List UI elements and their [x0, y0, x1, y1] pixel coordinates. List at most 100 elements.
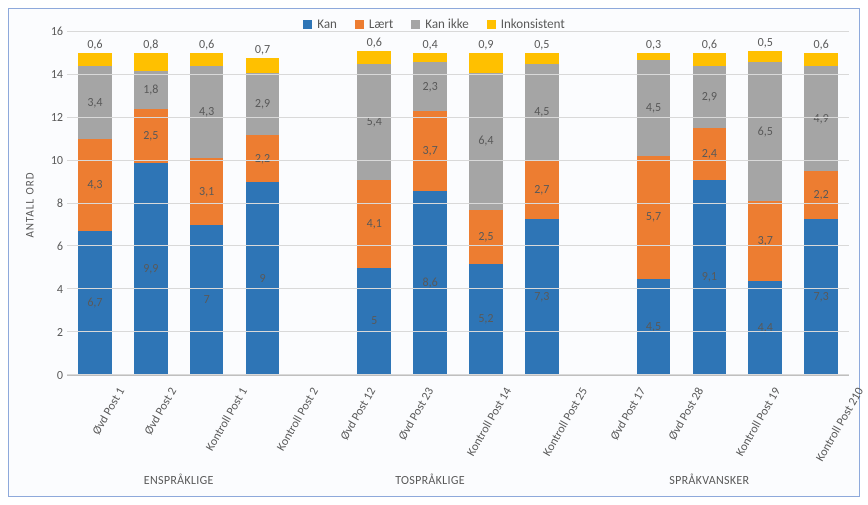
bar: 7,32,74,50,5	[525, 53, 559, 375]
bar-slot: 54,15,40,6	[346, 32, 402, 375]
segment-value-label: 9	[259, 272, 265, 286]
bar-segment: 0,5	[748, 51, 782, 62]
x-label-slot: Kontroll Post 19	[698, 376, 775, 472]
segment-value-label: 2,2	[255, 152, 270, 166]
bar-segment: 4,3	[190, 66, 224, 158]
segment-value-label: 9,1	[702, 270, 717, 284]
x-label-slot: Kontroll Post 1	[171, 376, 242, 472]
gridline	[67, 331, 849, 332]
x-label-slot: Kontroll Post 210	[775, 376, 858, 472]
bar-segment: 7,3	[804, 219, 838, 375]
y-tick: 2	[57, 326, 63, 340]
plot-row: ANTALL ORD 0246810121416 6,74,33,40,69,9…	[19, 32, 849, 376]
segment-value-label: 9,9	[143, 262, 158, 276]
y-tick: 12	[51, 111, 63, 125]
bar-segment: 0,3	[637, 53, 671, 59]
segment-value-label: 3,4	[87, 96, 102, 110]
segment-value-label: 4,9	[814, 112, 829, 126]
x-axis-labels: Øvd Post 1Øvd Post 2Kontroll Post 1Kontr…	[67, 376, 849, 472]
bar-slot	[570, 32, 626, 375]
x-label-slot: Øvd Post 23	[370, 376, 428, 472]
segment-value-label: 0,8	[143, 38, 158, 52]
bar-segment: 2,9	[693, 66, 727, 128]
bar-segment: 4,5	[637, 279, 671, 375]
segment-value-label: 2,5	[478, 230, 493, 244]
bar: 6,74,33,40,6	[78, 53, 112, 375]
bar-segment: 2,5	[469, 210, 503, 264]
bar-segment: 2,3	[413, 62, 447, 111]
legend-label: Kan	[317, 17, 337, 32]
group-label: SPRÅKVANSKER	[570, 474, 849, 488]
x-label-slot: Kontroll Post 25	[505, 376, 582, 472]
bar-segment: 0,6	[804, 53, 838, 66]
gridline	[67, 117, 849, 118]
bar-segment: 1,8	[134, 71, 168, 110]
segment-value-label: 0,5	[758, 36, 773, 50]
x-label-slot: Kontroll Post 2	[242, 376, 313, 472]
bar-segment: 0,7	[246, 58, 280, 73]
bar: 7,32,24,90,6	[804, 53, 838, 375]
bar-segment: 4,9	[804, 66, 838, 171]
segment-value-label: 4,5	[646, 101, 661, 115]
bar-slot: 5,2 2,5 6,4 0,9	[458, 32, 514, 375]
bar-segment: 5,2	[469, 264, 503, 375]
x-label-slot: Øvd Post 28	[640, 376, 698, 472]
segment-value-label: 5,2	[478, 312, 493, 326]
bar-segment: 7,3	[525, 219, 559, 375]
bar-slot	[290, 32, 346, 375]
segment-value-label: 0,3	[646, 38, 661, 52]
chart-container: KanLærtKan ikkeInkonsistent ANTALL ORD 0…	[0, 0, 868, 505]
bar-segment: 7	[190, 225, 224, 375]
y-tick: 4	[57, 283, 63, 297]
group-label: TOSPRÅKLIGE	[290, 474, 569, 488]
segment-value-label: 4,1	[367, 217, 382, 231]
bar: 9,1 2,42,90,6	[693, 53, 727, 375]
bar-segment: 6,5	[748, 62, 782, 201]
bar: 54,15,40,6	[357, 51, 391, 375]
bar-segment: 0,6	[190, 53, 224, 66]
y-axis-ticks: 0246810121416	[41, 32, 67, 376]
bar: 4,43,76,50,5	[748, 51, 782, 375]
bar-segment: 0,5	[525, 53, 559, 64]
bar: 9,92,51,80,8	[134, 53, 168, 375]
legend-item: Lært	[355, 17, 393, 32]
bar-slot: 8,63,72,30,4	[402, 32, 458, 375]
bar-slot: 4,43,76,50,5	[737, 32, 793, 375]
y-tick: 8	[57, 197, 63, 211]
segment-value-label: 4,4	[758, 321, 773, 335]
legend-label: Kan ikke	[425, 17, 468, 32]
segment-value-label: 0,6	[367, 36, 382, 50]
bar-segment: 6,7	[78, 231, 112, 375]
group-labels: ENSPRÅKLIGETOSPRÅKLIGESPRÅKVANSKER	[67, 474, 849, 488]
segment-value-label: 7,3	[534, 290, 549, 304]
bar-segment: 2,9	[246, 73, 280, 135]
x-label-slot: Øvd Post 12	[312, 376, 370, 472]
bar-segment: 0,6	[693, 53, 727, 66]
legend-swatch	[411, 20, 420, 29]
segment-value-label: 6,4	[478, 134, 493, 148]
bar-segment: 0,6	[357, 51, 391, 64]
segment-value-label: 0,7	[255, 43, 270, 57]
legend-item: Kan	[303, 17, 337, 32]
gridline	[67, 31, 849, 32]
gridline	[67, 203, 849, 204]
x-label-slot: Øvd Post 17	[582, 376, 640, 472]
bar: 7 3,1 4,30,6	[190, 53, 224, 375]
bar-segment: 9,1	[693, 180, 727, 375]
legend-label: Lært	[369, 17, 393, 32]
bar-segment: 0,4	[413, 53, 447, 62]
gridline	[67, 374, 849, 375]
x-label-slot: Øvd Post 2	[119, 376, 171, 472]
bar-slot: 4,5 5,7 4,5 0,3	[626, 32, 682, 375]
gridline	[67, 160, 849, 161]
segment-value-label: 5,7	[646, 210, 661, 224]
bar-segment: 3,1	[190, 158, 224, 224]
bar-segment: 0,9	[469, 53, 503, 72]
y-tick: 0	[57, 369, 63, 383]
x-label-slot: Kontroll Post 14	[429, 376, 506, 472]
segment-value-label: 3,1	[199, 185, 214, 199]
bar-segment: 4,4	[748, 281, 782, 375]
bar-segment: 2,4	[693, 128, 727, 179]
segment-value-label: 0,6	[199, 38, 214, 52]
legend-item: Kan ikke	[411, 17, 468, 32]
